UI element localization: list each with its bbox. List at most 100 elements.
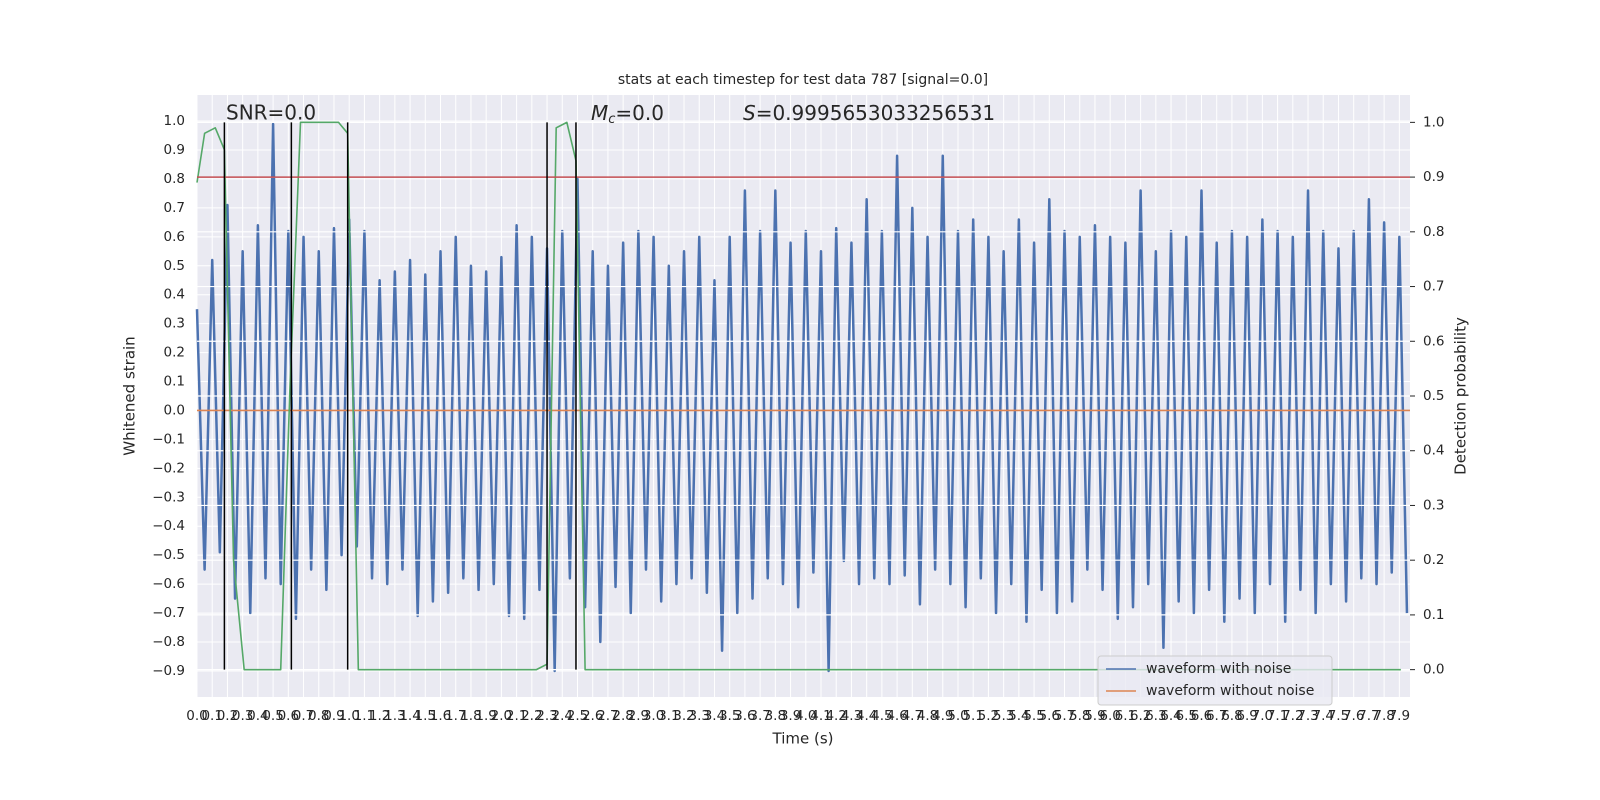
x-tick-label: 4.2 — [825, 708, 846, 724]
y2-tick-label: 0.2 — [1423, 552, 1444, 568]
y2-tick-label: 1.0 — [1423, 114, 1444, 130]
y2-tick-label: 0.8 — [1423, 224, 1444, 240]
y-axis-label: Whitened strain — [121, 336, 139, 455]
y-tick-label: −0.9 — [152, 663, 185, 679]
x-tick-label: 3.2 — [673, 708, 694, 724]
grid — [197, 121, 1410, 671]
x-tick-label: 1.2 — [369, 708, 390, 724]
x-tick-label: 7.8 — [1373, 708, 1394, 724]
x-tick-label: 3.1 — [658, 708, 679, 724]
x-tick-label: 0.1 — [201, 708, 222, 724]
x-tick-label: 7.3 — [1297, 708, 1318, 724]
x-tick-label: 4.5 — [871, 708, 892, 724]
overlay — [196, 121, 1410, 671]
x-tick-label: 1.7 — [445, 708, 466, 724]
x-tick-label: 5.5 — [1023, 708, 1044, 724]
labels: 0.00.10.20.30.40.50.60.70.80.91.01.11.21… — [152, 113, 1444, 724]
y2-tick-label: 0.9 — [1423, 169, 1444, 185]
x-tick-label: 6.3 — [1145, 708, 1166, 724]
x-tick-label: 1.8 — [460, 708, 481, 724]
x-tick-label: 2.2 — [521, 708, 542, 724]
y-tick-label: −0.6 — [152, 576, 185, 592]
x-tick-label: 7.4 — [1313, 708, 1334, 724]
y-tick-label: 0.3 — [164, 316, 185, 332]
legend: waveform with noise waveform without nois… — [1097, 655, 1333, 706]
y2-tick-label: 0.4 — [1423, 443, 1444, 459]
x-tick-label: 1.1 — [354, 708, 375, 724]
y-tick-label: 0.1 — [164, 374, 185, 390]
x-tick-label: 7.2 — [1282, 708, 1303, 724]
legend-label: waveform without noise — [1146, 683, 1314, 699]
y-tick-label: −0.4 — [152, 518, 185, 534]
x-tick-label: 1.4 — [399, 708, 420, 724]
x-tick-label: 0.6 — [278, 708, 299, 724]
x-tick-label: 4.1 — [810, 708, 831, 724]
marks — [195, 122, 1410, 673]
x-tick-label: 0.3 — [232, 708, 253, 724]
x-tick-label: 6.8 — [1221, 708, 1242, 724]
x-tick-label: 5.4 — [1008, 708, 1029, 724]
x-tick-label: 7.0 — [1252, 708, 1273, 724]
y-tick-label: −0.7 — [152, 605, 185, 621]
x-tick-label: 3.8 — [765, 708, 786, 724]
y-tick-label: 0.4 — [164, 287, 185, 303]
y2-tick-label: 0.3 — [1423, 497, 1444, 513]
y2-tick-label: 0.0 — [1423, 662, 1444, 678]
annotation-part: M — [591, 101, 608, 125]
x-tick-label: 7.5 — [1328, 708, 1349, 724]
x-tick-label: 4.7 — [902, 708, 923, 724]
x-tick-label: 1.0 — [338, 708, 359, 724]
x-tick-label: 1.5 — [415, 708, 436, 724]
annotation-part: =0.0 — [615, 101, 664, 125]
x-tick-label: 4.0 — [795, 708, 816, 724]
annotation: SNR=0.0 — [226, 101, 316, 125]
series-line — [195, 122, 1409, 673]
x-axis-label: Time (s) — [772, 730, 834, 748]
x-tick-label: 2.9 — [628, 708, 649, 724]
annotation-part: S — [743, 101, 756, 125]
x-tick-label: 5.9 — [1084, 708, 1105, 724]
x-tick-label: 6.7 — [1206, 708, 1227, 724]
y-tick-label: 0.9 — [164, 142, 185, 158]
y2-axis-label: Detection probability — [1452, 317, 1470, 475]
x-tick-label: 3.6 — [734, 708, 755, 724]
x-tick-label: 1.9 — [475, 708, 496, 724]
x-tick-label: 0.8 — [308, 708, 329, 724]
y-tick-label: 1.0 — [164, 113, 185, 129]
x-tick-label: 6.5 — [1176, 708, 1197, 724]
x-tick-label: 3.9 — [780, 708, 801, 724]
y2-tick-label: 0.1 — [1423, 607, 1444, 623]
chart-title: stats at each timestep for test data 787… — [618, 72, 988, 88]
x-tick-label: 2.3 — [536, 708, 557, 724]
x-tick-label: 6.2 — [1130, 708, 1151, 724]
x-tick-label: 2.1 — [506, 708, 527, 724]
x-tick-label: 0.0 — [186, 708, 207, 724]
x-tick-label: 4.8 — [917, 708, 938, 724]
x-tick-label: 4.9 — [932, 708, 953, 724]
x-tick-label: 0.5 — [262, 708, 283, 724]
x-tick-label: 0.7 — [293, 708, 314, 724]
y-tick-label: −0.5 — [152, 547, 185, 563]
x-tick-label: 6.9 — [1236, 708, 1257, 724]
x-tick-label: 0.4 — [247, 708, 268, 724]
y-tick-label: −0.3 — [152, 489, 185, 505]
x-tick-label: 3.4 — [704, 708, 725, 724]
y2-tick-label: 0.7 — [1423, 279, 1444, 295]
x-tick-label: 2.0 — [491, 708, 512, 724]
y-tick-label: −0.2 — [152, 460, 185, 476]
y-tick-label: −0.1 — [152, 431, 185, 447]
x-tick-label: 5.3 — [993, 708, 1014, 724]
x-tick-label: 2.8 — [612, 708, 633, 724]
legend-label: waveform with noise — [1146, 661, 1291, 677]
x-tick-label: 5.8 — [1069, 708, 1090, 724]
annotation: S=0.9995653033256531 — [743, 101, 995, 125]
x-tick-label: 0.2 — [217, 708, 238, 724]
y-tick-label: 0.6 — [164, 229, 185, 245]
y2-tick-label: 0.5 — [1423, 388, 1444, 404]
y-tick-label: 0.5 — [164, 258, 185, 274]
x-tick-label: 5.2 — [978, 708, 999, 724]
x-tick-label: 5.1 — [962, 708, 983, 724]
x-tick-label: 5.6 — [1039, 708, 1060, 724]
